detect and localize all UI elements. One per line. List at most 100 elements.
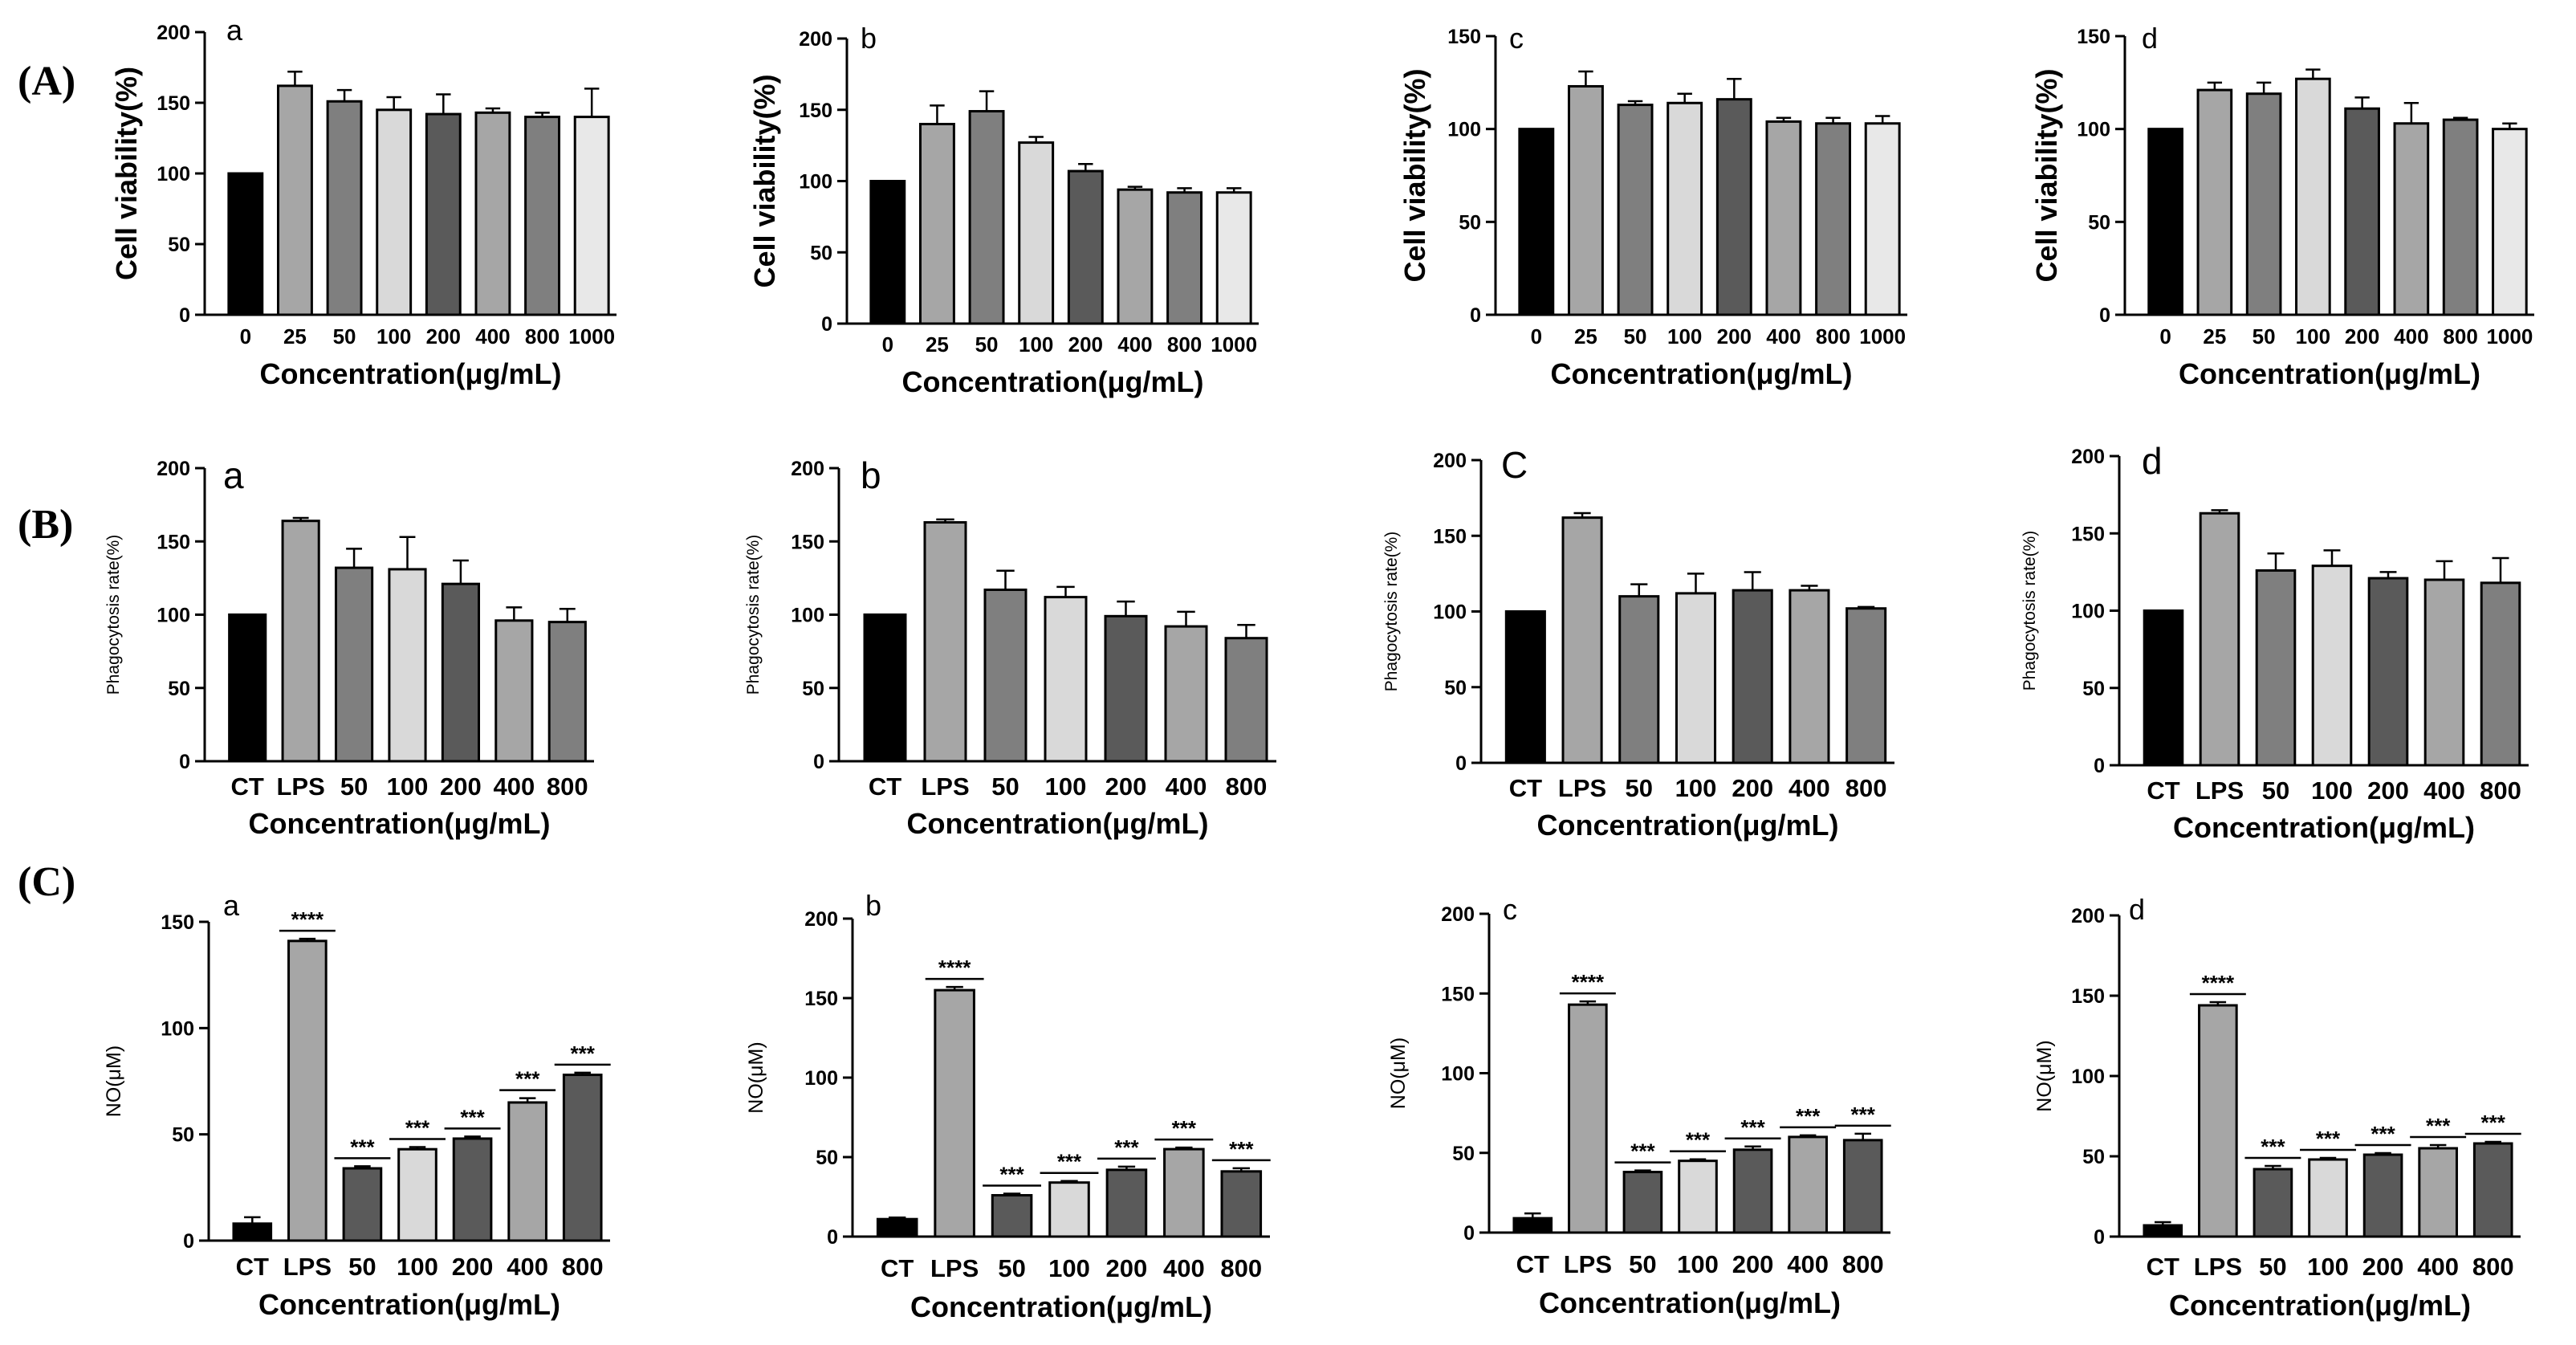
- y-tick-label: 150: [2077, 26, 2110, 48]
- x-tick-label: 800: [2443, 324, 2477, 348]
- x-tick-label: 100: [376, 324, 411, 348]
- bar: [1732, 1148, 1773, 1234]
- bar: [1117, 188, 1154, 325]
- x-axis-label: Concentration(μg/mL): [2173, 811, 2475, 844]
- y-tick-label: 0: [2099, 304, 2110, 327]
- x-axis-label: Concentration(μg/mL): [907, 807, 1209, 840]
- y-tick-label: 50: [810, 242, 832, 264]
- panel-label: d: [2142, 22, 2158, 55]
- chart-B-c: 0 50 100 150 200 C Phagocytosis rate(%) CT LPS 50…: [1382, 444, 1894, 842]
- bar: [2245, 92, 2282, 316]
- y-tick-label: 150: [2071, 523, 2105, 545]
- x-tick-label: 50: [2252, 324, 2276, 348]
- significance-label: ****: [1572, 970, 1605, 994]
- y-tick-label: 200: [157, 458, 190, 480]
- y-tick-label: 150: [2071, 985, 2105, 1008]
- significance-label: ***: [405, 1116, 430, 1140]
- y-tick-label: 0: [2094, 1226, 2105, 1249]
- bar: [2423, 578, 2465, 767]
- bar: [2295, 77, 2331, 316]
- bar: [342, 1167, 383, 1242]
- x-tick-label: 400: [1789, 774, 1830, 802]
- x-tick-label: CT: [2147, 1253, 2179, 1281]
- y-tick-label: 50: [168, 678, 190, 700]
- y-tick-label: 50: [1444, 677, 1467, 699]
- chart-B-b: 0 50 100 150 200 b Phagocytosis rate(%) CT LPS 50…: [744, 454, 1276, 840]
- y-axis-label: NO(μM): [745, 1041, 767, 1113]
- y-tick-label: 50: [168, 234, 190, 256]
- bar: [2442, 118, 2479, 316]
- panel-label: d: [2129, 893, 2145, 926]
- bar: [1618, 595, 1660, 764]
- y-tick-label: 150: [1441, 983, 1475, 1005]
- y-tick-label: 150: [161, 911, 194, 934]
- x-tick-label: 50: [975, 332, 999, 357]
- bar: [232, 1222, 273, 1242]
- bar: [1622, 1171, 1663, 1234]
- bar: [2308, 1158, 2348, 1238]
- y-tick-label: 200: [2071, 446, 2105, 468]
- significance-label: ***: [571, 1041, 596, 1066]
- x-axis-label: Concentration(μg/mL): [260, 357, 562, 390]
- x-tick-label: 50: [2259, 1253, 2286, 1281]
- significance-label: ***: [1057, 1150, 1082, 1174]
- bar: [562, 1074, 603, 1242]
- chart-B-a: 0 50 100 150 200 a Phagocytosis rate(%) CT LPS 50…: [104, 454, 594, 840]
- y-tick-label: 50: [2082, 678, 2105, 700]
- y-tick-label: 0: [821, 313, 832, 336]
- bar: [507, 1101, 547, 1242]
- x-tick-label: 200: [2345, 324, 2379, 348]
- bar: [1018, 141, 1055, 325]
- bar: [1732, 589, 1773, 764]
- bar: [1715, 98, 1752, 316]
- bar: [326, 100, 363, 316]
- x-axis-label: Concentration(μg/mL): [1551, 357, 1853, 390]
- bar: [281, 520, 320, 763]
- x-tick-label: 100: [1048, 1254, 1090, 1282]
- x-tick-label: 400: [2417, 1253, 2459, 1281]
- x-tick-label: LPS: [921, 772, 969, 801]
- x-tick-label: 800: [1167, 332, 1202, 357]
- x-tick-label: 200: [2367, 776, 2409, 805]
- bar: [1666, 101, 1703, 316]
- bar: [227, 172, 264, 316]
- significance-label: ****: [938, 956, 971, 980]
- y-axis-label: NO(μM): [2033, 1040, 2056, 1111]
- x-tick-label: 200: [1717, 324, 1752, 348]
- y-axis-label: Cell viability(%): [1398, 68, 1431, 282]
- y-tick-label: 150: [799, 100, 832, 122]
- bar: [1105, 1168, 1148, 1238]
- bar: [1675, 592, 1717, 764]
- x-tick-label: 1000: [1211, 332, 1257, 357]
- y-tick-label: 0: [179, 304, 190, 327]
- panel-label: a: [226, 14, 243, 47]
- y-tick-label: 0: [1455, 752, 1467, 775]
- x-tick-label: 25: [2203, 324, 2226, 348]
- bar: [1864, 122, 1901, 316]
- bar: [1846, 607, 1887, 764]
- significance-label: ***: [1114, 1135, 1139, 1160]
- bar: [1815, 122, 1852, 316]
- bar: [1044, 596, 1088, 763]
- x-tick-label: CT: [236, 1253, 269, 1281]
- bar: [2362, 1153, 2403, 1238]
- y-tick-label: 50: [1459, 211, 1481, 234]
- bar: [2492, 128, 2528, 316]
- x-tick-label: 50: [340, 772, 368, 801]
- bar: [474, 111, 511, 316]
- x-tick-label: 1000: [1859, 324, 1906, 348]
- y-tick-label: 50: [2082, 1146, 2105, 1168]
- x-tick-label: CT: [231, 772, 264, 801]
- y-axis-label: NO(μM): [103, 1045, 125, 1117]
- x-tick-label: 200: [1732, 774, 1773, 802]
- bar: [1215, 191, 1252, 325]
- row-label-a: (A): [18, 59, 75, 104]
- bar: [934, 988, 975, 1238]
- bar: [2143, 609, 2184, 767]
- x-tick-label: 25: [926, 332, 949, 357]
- x-tick-label: 800: [1842, 1250, 1884, 1278]
- bar: [1504, 610, 1546, 764]
- panel-label: a: [223, 889, 240, 922]
- x-tick-label: 100: [387, 772, 429, 801]
- bar: [2344, 107, 2380, 316]
